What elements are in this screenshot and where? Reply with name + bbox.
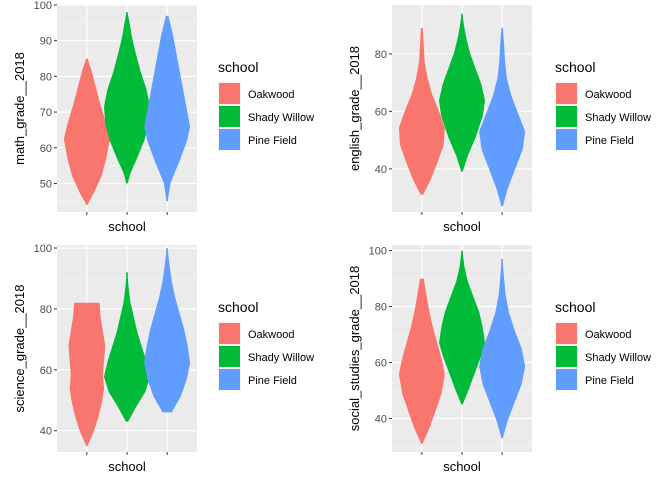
legend-label: Oakwood [585,89,631,101]
legend-label: Oakwood [585,329,631,341]
legend-swatch [219,106,240,127]
y-axis-title: math_grade__2018 [12,52,27,165]
y-tick-label: 60 [40,365,52,377]
y-tick-label: 100 [369,246,387,258]
violin-pine-field [479,28,526,207]
y-axis-title: social_studies_grade__2018 [347,266,362,432]
legend: school Oakwood Shady Willow Pine Field [555,299,651,391]
y-tick-label: 40 [40,426,52,438]
legend-swatch [556,346,577,367]
legend: school Oakwood Shady Willow Pine Field [555,59,651,151]
legend-swatch [219,83,240,104]
violin-pine-field [479,259,526,438]
y-tick-label: 80 [40,304,52,316]
y-axis-title: science_grade__2018 [12,285,27,413]
y-tick-label: 100 [34,243,52,255]
legend: school Oakwood Shady Willow Pine Field [218,59,314,151]
violin-oakwood [398,28,445,195]
y-tick-label: 100 [34,0,52,12]
legend-swatch [556,129,577,150]
legend-label: Pine Field [585,135,634,147]
legend-title: school [555,299,595,315]
legend-swatch [556,83,577,104]
y-tick-label: 70 [40,107,52,119]
panel-4: 40 60 80 100 school social_studies_grade__201… [347,245,651,474]
legend-swatch [219,323,240,344]
violin-pine-field [144,248,191,413]
legend-swatch [219,129,240,150]
legend: school Oakwood Shady Willow Pine Field [218,299,314,391]
legend-label: Shady Willow [248,352,314,364]
y-tick-label: 40 [375,164,387,176]
legend-label: Shady Willow [248,112,314,124]
violin-oakwood [68,302,106,446]
violin-shady-willow [104,12,150,184]
violin-pine-field [144,15,191,202]
violin-shady-willow [439,13,485,172]
legend-label: Pine Field [248,375,297,387]
legend-label: Shady Willow [585,352,651,364]
legend-swatch [556,106,577,127]
y-tick-label: 60 [375,106,387,118]
y-tick-label: 80 [375,49,387,61]
y-tick-label: 80 [375,302,387,314]
y-tick-label: 60 [375,357,387,369]
legend-title: school [218,59,258,75]
legend-swatch [556,369,577,390]
legend-title: school [555,59,595,75]
violin-shady-willow [104,272,150,422]
y-axis-title: english_grade__2018 [347,46,362,171]
x-axis-title: school [108,219,146,234]
x-axis-title: school [108,459,146,474]
y-tick-label: 40 [375,413,387,425]
legend-label: Oakwood [248,89,294,101]
y-tick-label: 90 [40,36,52,48]
violin-shady-willow [439,250,485,405]
legend-swatch [219,369,240,390]
violin-oakwood [399,278,445,444]
y-tick-label: 50 [40,178,52,190]
y-tick-label: 80 [40,71,52,83]
violin-oakwood [63,58,110,205]
y-tick-label: 60 [40,143,52,155]
x-axis-title: school [443,459,481,474]
legend-label: Pine Field [248,135,297,147]
legend-label: Shady Willow [585,112,651,124]
legend-label: Pine Field [585,375,634,387]
legend-swatch [556,323,577,344]
legend-title: school [218,299,258,315]
x-axis-title: school [443,219,481,234]
legend-swatch [219,346,240,367]
legend-label: Oakwood [248,329,294,341]
